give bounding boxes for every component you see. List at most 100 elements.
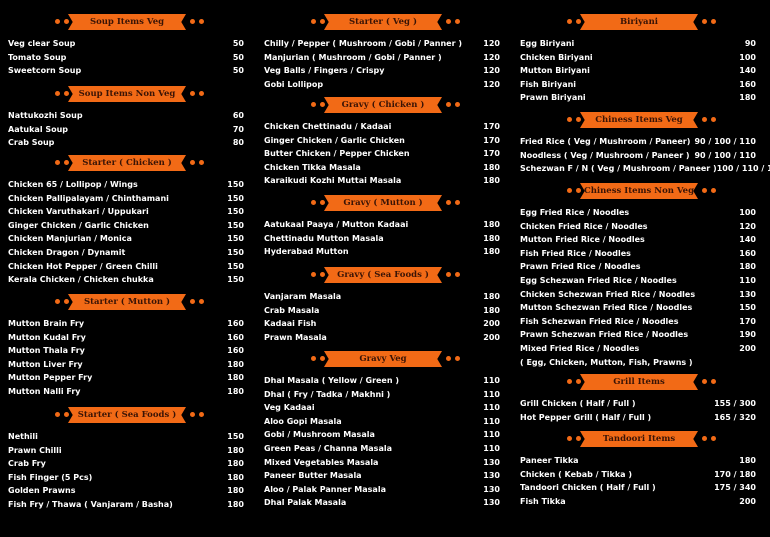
item-price: 110 [739, 275, 756, 285]
dot-icon [702, 436, 707, 441]
menu-item: Dhal Masala ( Yellow / Green ) 110 [264, 374, 500, 388]
item-name: Crab Fry [8, 459, 46, 469]
menu-section: Gravy Veg Dhal Masala ( Yellow / Green )… [264, 351, 500, 510]
item-price: 180 [739, 93, 756, 103]
item-name: Vanjaram Masala [264, 292, 342, 301]
item-price: 180 [483, 220, 500, 229]
item-price: 180 [227, 445, 244, 455]
item-name: Veg clear Soup [8, 39, 76, 48]
menu-section: Biriyani Egg Biriyani 90 Chicken Biriyan… [520, 14, 756, 105]
menu-item: Chicken Varuthakari / Uppukari 150 [8, 205, 244, 219]
menu-section: Chiness Items Non Veg Egg Fried Rice / N… [520, 183, 756, 369]
item-price: 90 / 100 / 110 [694, 137, 756, 146]
item-price: 180 [739, 456, 756, 465]
item-price: 200 [483, 319, 500, 329]
section-header: Soup Items Veg [8, 14, 244, 30]
item-price: 110 [483, 403, 500, 413]
dot-icon [64, 91, 69, 96]
menu-item: Prawn Biriyani 180 [520, 91, 756, 105]
dot-icon [711, 188, 716, 193]
dot-icon [311, 356, 316, 361]
menu-item: Sweetcorn Soup 50 [8, 64, 244, 78]
item-price: 120 [739, 221, 756, 231]
menu-item: Paneer Tikka 180 [520, 454, 756, 468]
item-price: 90 / 100 / 110 [694, 150, 756, 160]
item-price: 180 [483, 176, 500, 186]
item-name: Nattukozhi Soup [8, 111, 83, 120]
item-price: 170 [739, 316, 756, 326]
item-name: Tandoori Chicken ( Half / Full ) [520, 483, 656, 493]
section-title: Starter ( Mutton ) [68, 294, 186, 310]
item-price: 180 [227, 499, 244, 509]
item-name: Paneer Tikka [520, 456, 579, 465]
item-name: Mutton Brain Fry [8, 319, 85, 328]
menu-item: Dhal ( Fry / Tadka / Makhni ) 110 [264, 388, 500, 402]
item-price: 165 / 320 [714, 412, 756, 422]
menu-item: Crab Fry 180 [8, 457, 244, 471]
item-price: 160 [227, 332, 244, 342]
item-price: 170 [483, 149, 500, 159]
menu-item: Mutton Kudal Fry 160 [8, 331, 244, 345]
item-name: Dhal ( Fry / Tadka / Makhni ) [264, 389, 391, 399]
dot-icon [711, 19, 716, 24]
dot-icon [446, 19, 451, 24]
menu-item: Karaikudi Kozhi Muttai Masala 180 [264, 174, 500, 188]
menu-item: Gobi Lollipop 120 [264, 78, 500, 92]
item-price: 170 [483, 122, 500, 131]
section-header: Gravy ( Sea Foods ) [264, 267, 500, 283]
item-name: Mutton Liver Fry [8, 359, 83, 369]
item-price: 180 [227, 373, 244, 383]
item-note: ( Egg, Chicken, Mutton, Fish, Prawns ) [520, 357, 693, 367]
dot-icon [567, 436, 572, 441]
item-name: Prawn Biriyani [520, 93, 586, 103]
item-name: Mutton Kudal Fry [8, 332, 86, 342]
item-name: Chicken ( Kebab / Tikka ) [520, 469, 633, 479]
item-price: 150 [227, 180, 244, 189]
item-price: 130 [483, 498, 500, 508]
item-name: Gobi Lollipop [264, 79, 324, 89]
dot-icon [311, 102, 316, 107]
dot-icon [567, 117, 572, 122]
item-name: Fish Tikka [520, 496, 566, 506]
item-name: Aatukaal Paaya / Mutton Kadaai [264, 220, 409, 229]
menu-item: Vanjaram Masala 180 [264, 290, 500, 304]
item-price: 180 [483, 305, 500, 315]
menu-item: Egg Fried Rice / Noodles 100 [520, 206, 756, 220]
menu-item: Prawn Chilli 180 [8, 444, 244, 458]
item-name: Mutton Biriyani [520, 66, 590, 76]
menu-item: Paneer Butter Masala 130 [264, 469, 500, 483]
item-name: Aloo Gopi Masala [264, 416, 342, 426]
item-name: Mixed Vegetables Masala [264, 457, 379, 467]
dot-icon [311, 19, 316, 24]
item-price: 200 [739, 496, 756, 506]
item-price: 110 [483, 389, 500, 399]
item-price: 180 [483, 292, 500, 301]
item-price: 200 [739, 343, 756, 353]
menu-item: Aatukaal Paaya / Mutton Kadaai 180 [264, 218, 500, 232]
item-price: 120 [483, 66, 500, 76]
menu-item: Mutton Brain Fry 160 [8, 317, 244, 331]
dot-icon [567, 379, 572, 384]
menu-item: Schezwan F / N ( Veg / Mushroom / Paneer… [520, 162, 770, 176]
dot-icon [702, 188, 707, 193]
item-name: Golden Prawns [8, 486, 76, 496]
item-name: Mutton Thala Fry [8, 346, 85, 356]
item-price: 180 [227, 386, 244, 396]
dot-icon [190, 19, 195, 24]
item-name: Noodless ( Veg / Mushroom / Paneer ) [520, 150, 690, 160]
menu-item: Mixed Fried Rice / Noodles ( Egg, Chicke… [520, 342, 756, 369]
item-name: Schezwan F / N ( Veg / Mushroom / Paneer… [520, 164, 717, 174]
dot-icon [446, 356, 451, 361]
dot-icon [455, 102, 460, 107]
section-title: Grill Items [580, 374, 698, 390]
item-price: 90 [744, 39, 756, 48]
item-name: Egg Fried Rice / Noodles [520, 208, 630, 217]
item-name: Sweetcorn Soup [8, 66, 82, 76]
item-name: Prawn Schezwan Fried Rice / Noodles [520, 330, 689, 340]
item-price: 130 [483, 484, 500, 494]
menu-item: Chicken Chettinadu / Kadaai 170 [264, 120, 500, 134]
menu-item: Aatukal Soup 70 [8, 123, 244, 137]
item-name: Mixed Fried Rice / Noodles [520, 343, 640, 353]
item-price: 155 / 300 [714, 399, 756, 408]
item-price: 150 [227, 234, 244, 244]
